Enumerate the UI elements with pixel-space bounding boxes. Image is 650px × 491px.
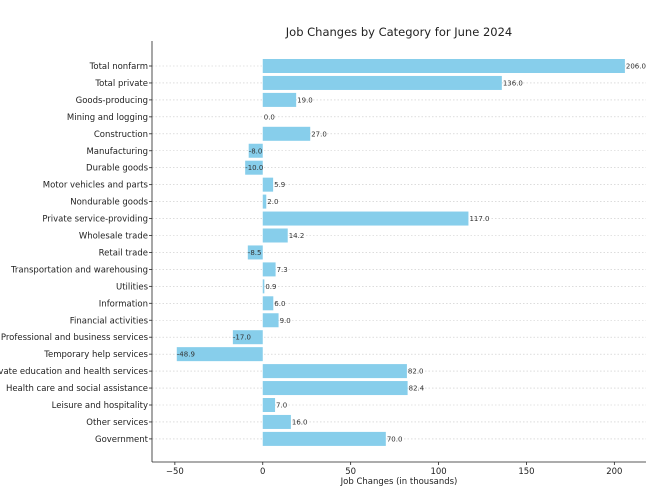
- bar: [232, 330, 263, 345]
- x-tick-label: 50: [345, 467, 356, 477]
- value-label: -48.9: [177, 351, 195, 359]
- bar: [262, 296, 274, 311]
- category-label: Nondurable goods: [70, 198, 148, 208]
- x-tick-label: 200: [606, 467, 622, 477]
- bar: [262, 364, 407, 379]
- category-label: Total nonfarm: [89, 62, 148, 72]
- value-label: 7.0: [276, 402, 287, 410]
- category-label: Goods-producing: [76, 96, 148, 106]
- value-label: 82.4: [409, 385, 425, 393]
- value-label: 5.9: [274, 181, 285, 189]
- category-label: Leisure and hospitality: [52, 401, 148, 411]
- category-label: Transportation and warehousing: [10, 265, 148, 275]
- x-tick-label: 100: [430, 467, 446, 477]
- value-label: 14.2: [289, 232, 305, 240]
- value-labels: 206.0 136.0 19.0 0.0 27.0 -8.0 -10.0 5.9 2.0 117.…: [177, 63, 646, 444]
- bar: [245, 160, 263, 175]
- category-label: Utilities: [116, 282, 149, 292]
- category-label: Professional and business services: [1, 333, 149, 343]
- bar: [262, 398, 276, 412]
- bar: [262, 313, 279, 328]
- value-label: 19.0: [297, 96, 313, 104]
- category-label: Information: [99, 299, 148, 309]
- category-label: Private service-providing: [42, 215, 148, 225]
- bar: [262, 211, 469, 226]
- category-label: Motor vehicles and parts: [43, 181, 149, 191]
- bars: [176, 59, 625, 446]
- x-tick-label: 150: [518, 467, 534, 477]
- category-label: Financial activities: [70, 316, 149, 326]
- value-label: 117.0: [469, 215, 489, 223]
- category-label: Mining and logging: [67, 113, 148, 123]
- bar: [247, 245, 263, 260]
- bar: [262, 75, 502, 90]
- bar: [262, 414, 291, 429]
- bar: [262, 262, 276, 277]
- value-label: -8.5: [248, 249, 262, 257]
- bar: [262, 92, 297, 107]
- category-label: Total private: [94, 79, 148, 89]
- bar: [262, 431, 386, 446]
- category-label: Durable goods: [86, 164, 149, 174]
- bar: [262, 194, 267, 209]
- category-label: Private education and health services: [0, 367, 149, 377]
- value-label: 7.3: [277, 266, 288, 274]
- category-label: Health care and social assistance: [6, 384, 148, 394]
- value-label: 82.0: [408, 368, 424, 376]
- category-label: Wholesale trade: [79, 232, 148, 242]
- value-label: 9.0: [280, 317, 291, 325]
- value-label: 0.9: [265, 283, 276, 291]
- bar: [176, 347, 263, 362]
- value-label: 136.0: [503, 79, 523, 87]
- value-label: 0.0: [264, 113, 275, 121]
- value-label: 6.0: [274, 300, 285, 308]
- bar: [262, 228, 288, 243]
- chart-title: Job Changes by Category for June 2024: [285, 25, 512, 39]
- value-label: -17.0: [233, 334, 251, 342]
- category-label: Government: [95, 435, 149, 445]
- value-label: 27.0: [311, 130, 327, 138]
- x-tick-label: −50: [166, 467, 184, 477]
- category-label: Other services: [86, 418, 148, 428]
- value-label: -8.0: [249, 147, 263, 155]
- x-axis-title: Job Changes (in thousands): [340, 477, 458, 487]
- x-ticks: −50 0 50 100 150 200: [166, 462, 622, 477]
- category-label: Manufacturing: [86, 147, 148, 157]
- bar: [262, 381, 408, 396]
- bar: [248, 143, 263, 158]
- value-label: 206.0: [626, 63, 646, 71]
- bar: [262, 279, 265, 294]
- value-label: -10.0: [245, 164, 263, 172]
- bar: [262, 59, 625, 73]
- bar: [262, 126, 311, 141]
- value-label: 16.0: [292, 418, 308, 426]
- bar: [262, 177, 274, 192]
- axes: [151, 41, 646, 463]
- category-label: Temporary help services: [43, 350, 148, 360]
- value-label: 70.0: [387, 435, 403, 443]
- category-label: Retail trade: [99, 248, 148, 258]
- value-label: 2.0: [267, 198, 278, 206]
- category-label: Construction: [94, 130, 148, 140]
- x-tick-label: 0: [260, 467, 265, 477]
- category-labels: Total nonfarm Total private Goods-producin…: [0, 62, 152, 445]
